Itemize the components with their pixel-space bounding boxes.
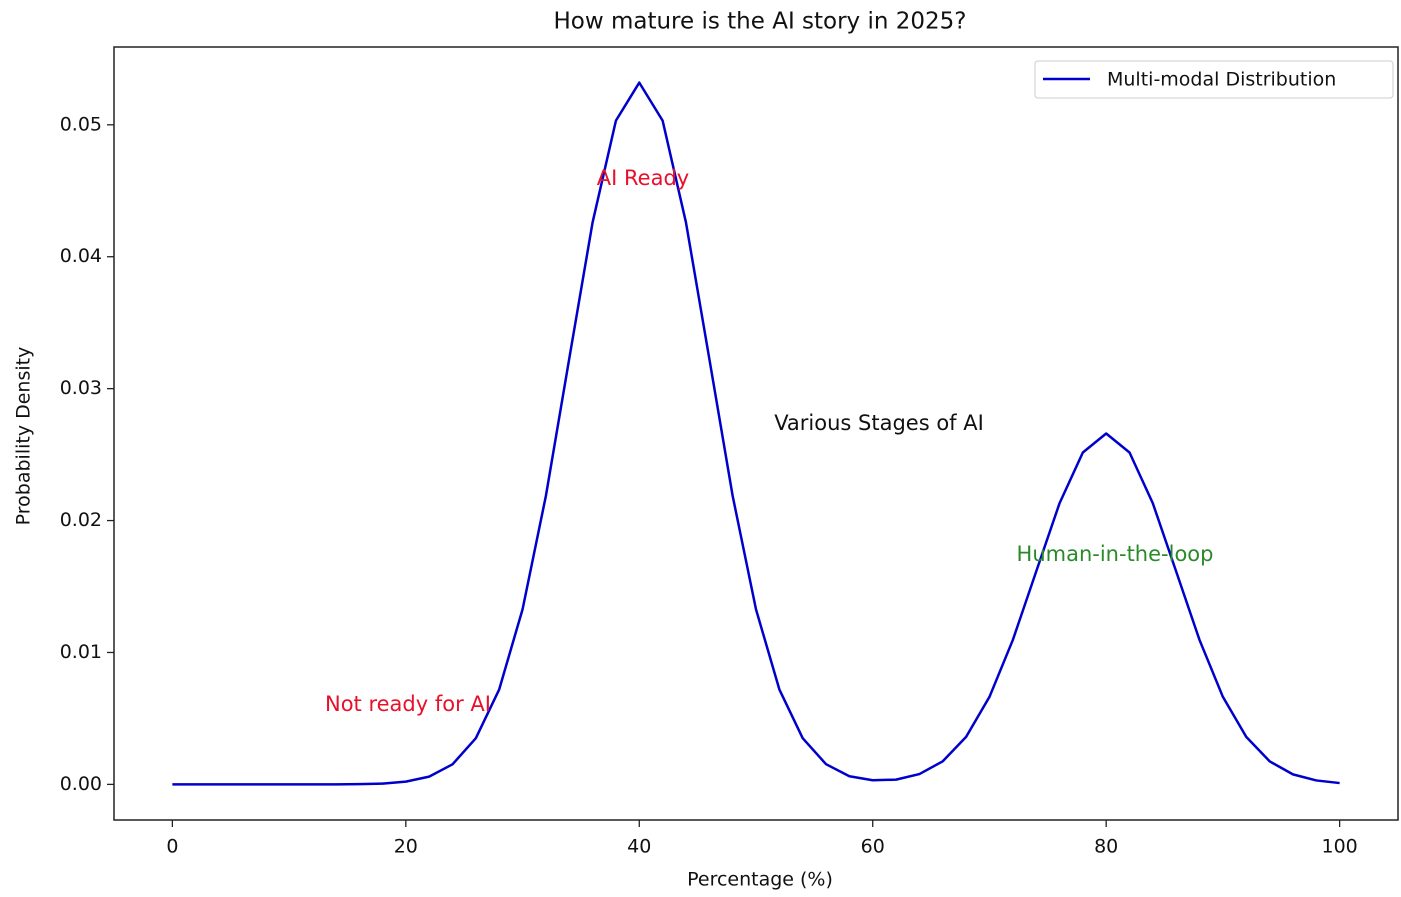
- x-axis-label: Percentage (%): [687, 869, 833, 891]
- x-tick-label: 60: [861, 836, 885, 858]
- annotation: Not ready for AI: [325, 692, 491, 716]
- y-tick-label: 0.02: [60, 509, 102, 531]
- annotation: Human-in-the-loop: [1017, 542, 1214, 566]
- x-tick-label: 100: [1322, 836, 1358, 858]
- legend-box: [1034, 60, 1394, 99]
- x-tick-label: 40: [627, 836, 651, 858]
- x-tick-label: 20: [394, 836, 418, 858]
- chart-title: How mature is the AI story in 2025?: [553, 9, 966, 35]
- x-tick-label: 0: [166, 836, 178, 858]
- y-tick-label: 0.05: [60, 113, 102, 135]
- y-tick-label: 0.04: [60, 245, 102, 267]
- x-tick-label: 80: [1094, 836, 1118, 858]
- annotation: Various Stages of AI: [774, 411, 984, 435]
- y-tick-label: 0.01: [60, 641, 102, 663]
- y-tick-label: 0.00: [60, 773, 102, 795]
- line-series: [172, 81, 1340, 786]
- annotation: AI Ready: [597, 166, 689, 190]
- y-tick-label: 0.03: [60, 377, 102, 399]
- y-axis-label: Probability Density: [13, 347, 35, 526]
- plot-frame: [113, 46, 1399, 821]
- legend-label: Multi-modal Distribution: [1107, 69, 1336, 91]
